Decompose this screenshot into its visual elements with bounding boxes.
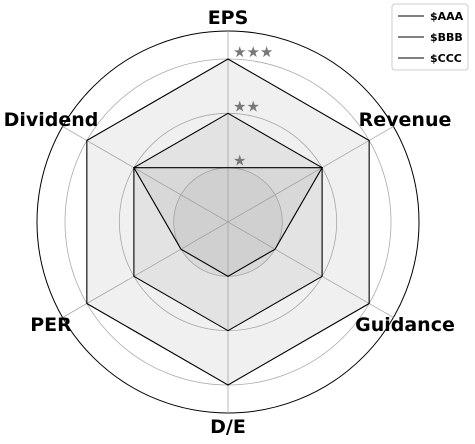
legend-label: $AAA xyxy=(430,10,464,23)
legend-entry-aaa: $AAA xyxy=(398,10,464,23)
ring-label: ★ xyxy=(233,152,246,170)
grid-spoke xyxy=(227,221,394,318)
legend-entry-ccc: $CCC xyxy=(398,52,462,65)
axis-labels: EPS Revenue Guidance D/E PER Dividend xyxy=(4,7,455,438)
axis-label-per: PER xyxy=(30,314,72,336)
legend-entry-bbb: $BBB xyxy=(398,31,463,44)
axis-label-revenue: Revenue xyxy=(359,109,452,131)
grid-spoke xyxy=(227,126,394,223)
series-group xyxy=(86,58,370,386)
legend-label: $CCC xyxy=(430,52,462,65)
ring-label: ★★ xyxy=(233,97,260,115)
legend: $AAA $BBB $CCC xyxy=(391,3,469,71)
grid-spoke xyxy=(62,126,229,223)
series-aaa xyxy=(86,58,370,386)
ring-label: ★★★ xyxy=(233,43,273,61)
legend-box xyxy=(391,3,469,71)
axis-label-de: D/E xyxy=(210,416,246,438)
axis-label-guidance: Guidance xyxy=(355,314,455,336)
axis-label-dividend: Dividend xyxy=(4,109,99,131)
series-polygon xyxy=(86,58,370,386)
series-polygon xyxy=(132,167,324,277)
axis-label-eps: EPS xyxy=(208,7,249,29)
series-ccc xyxy=(132,167,324,277)
ring-labels: ★★★★★★ xyxy=(233,43,273,170)
grid-spoke xyxy=(62,221,229,318)
legend-label: $BBB xyxy=(430,31,463,44)
